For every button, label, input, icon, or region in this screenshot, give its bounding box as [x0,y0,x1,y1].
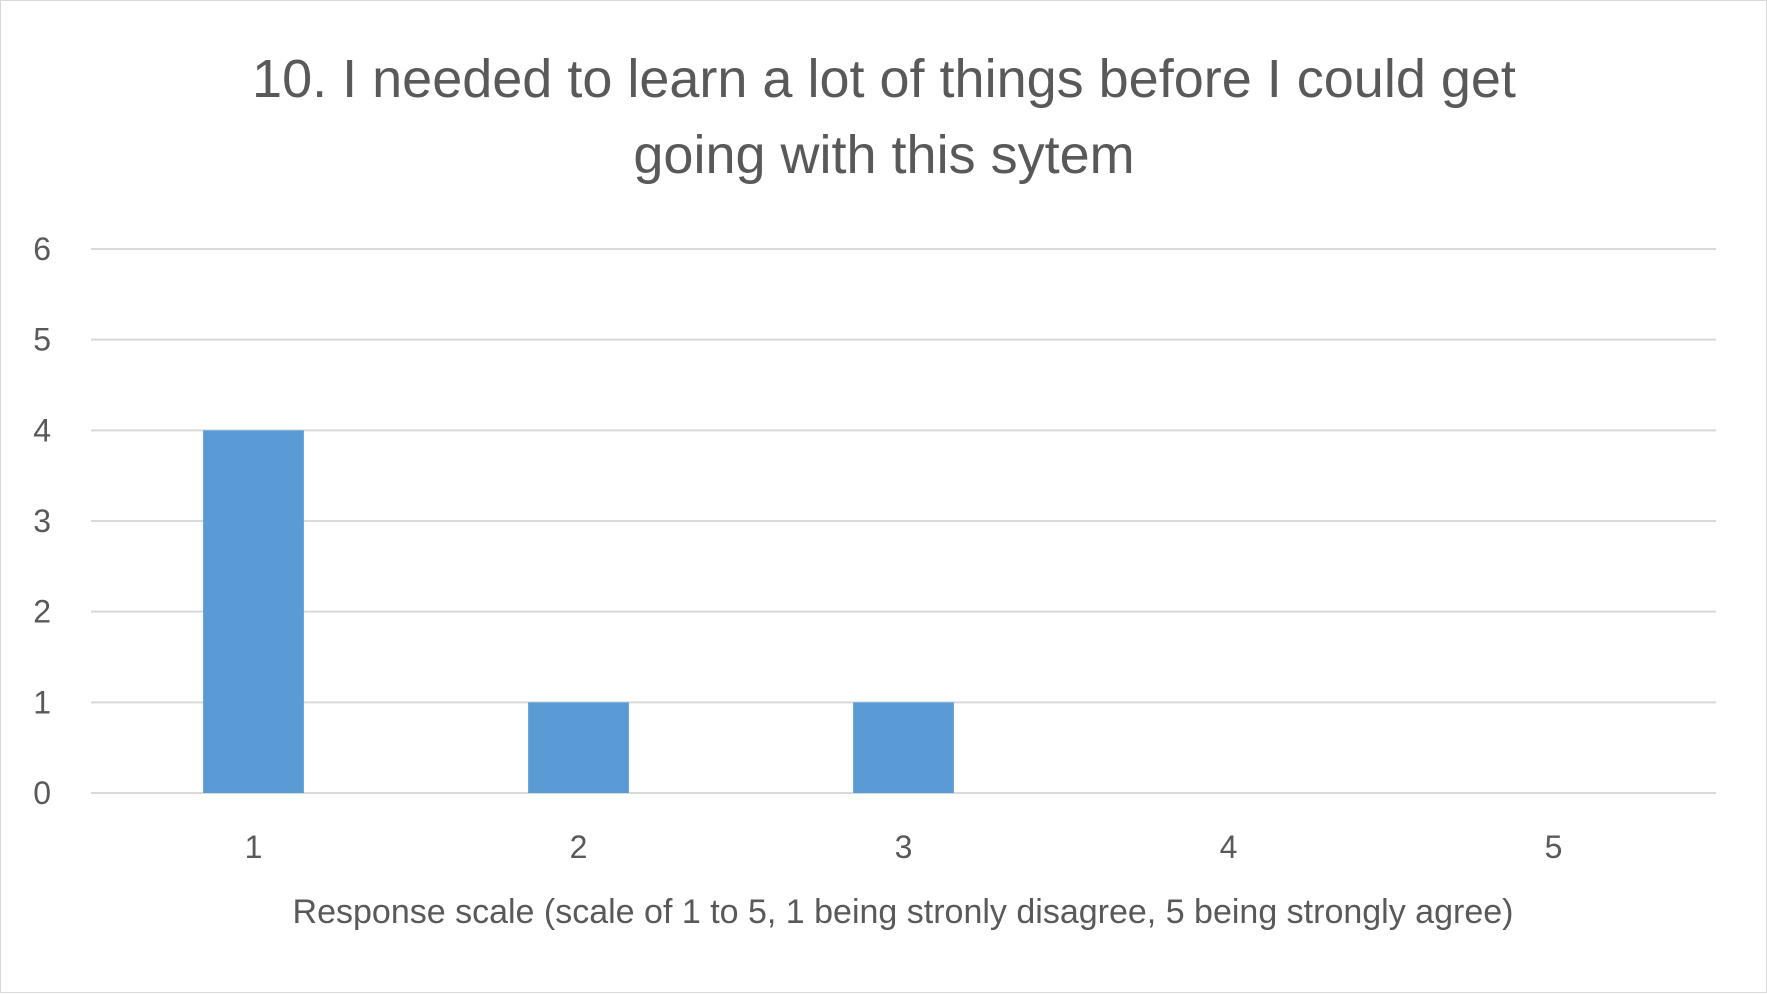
y-tick-label: 0 [33,775,51,811]
y-tick-label: 5 [33,322,51,358]
x-tick-label: 1 [245,829,263,865]
y-tick-label: 2 [33,594,51,630]
chart-title-line-1: 10. I needed to learn a lot of things be… [252,49,1516,109]
y-tick-label: 3 [33,503,51,539]
y-tick-label: 1 [33,684,51,720]
bar-3 [853,702,954,793]
bar-1 [203,430,304,793]
y-tick-label: 6 [33,231,51,267]
bars [203,430,954,793]
x-tick-label: 3 [895,829,913,865]
x-tick-label: 5 [1545,829,1563,865]
x-axis-label: Response scale (scale of 1 to 5, 1 being… [293,893,1514,931]
x-tick-label: 4 [1220,829,1238,865]
y-tick-label: 4 [33,412,51,448]
x-tick-label: 2 [570,829,588,865]
chart-title: 10. I needed to learn a lot of things be… [252,49,1516,185]
x-axis-tick-labels: 1 2 3 4 5 [245,829,1563,865]
y-axis-tick-labels: 0 1 2 3 4 5 6 [33,231,51,811]
chart-title-line-2: going with this sytem [633,125,1134,185]
gridlines [91,248,1716,794]
bar-2 [528,702,629,793]
